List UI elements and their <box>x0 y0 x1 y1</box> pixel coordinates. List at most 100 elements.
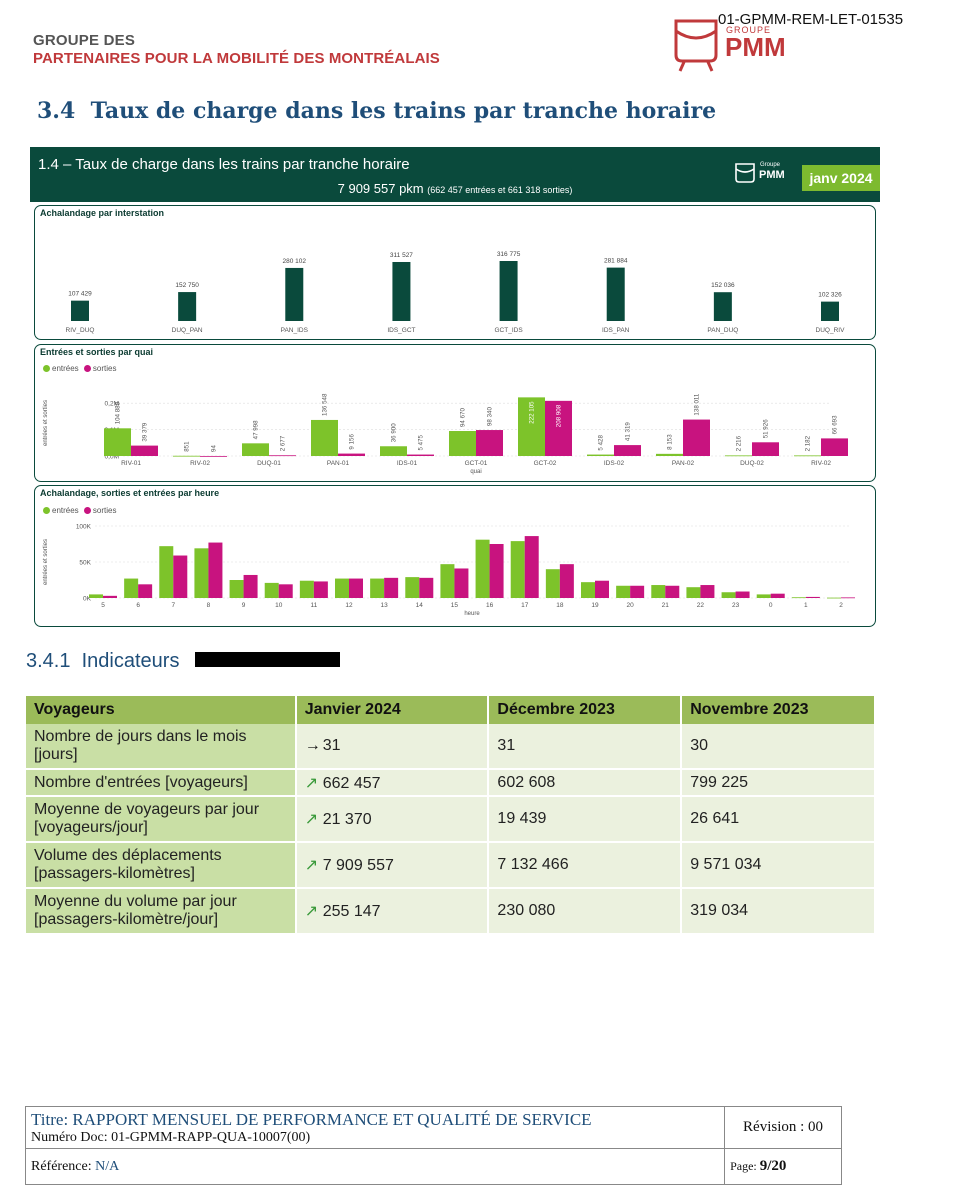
bar <box>173 455 200 457</box>
footer-doc-number: Numéro Doc: 01-GPMM-RAPP-QUA-10007(00) <box>31 1129 311 1145</box>
bar <box>827 597 841 599</box>
bar <box>489 544 504 598</box>
bar <box>89 594 103 598</box>
cell-nov: 9 571 034 <box>681 842 876 889</box>
bar <box>335 578 349 598</box>
cell-dec: 602 608 <box>488 769 683 797</box>
bar <box>499 261 518 321</box>
data-label: 2 216 <box>736 435 743 451</box>
x-tick-label: 5 <box>101 602 105 609</box>
data-label: 311 527 <box>390 252 413 259</box>
bar <box>559 564 574 598</box>
bar <box>71 300 89 321</box>
data-label: 98 340 <box>487 407 494 426</box>
cell-jan: ↗ 7 909 557 <box>295 842 490 889</box>
bar <box>614 445 641 456</box>
org-name-line1: GROUPE DES <box>33 32 136 49</box>
chart-panel-heure: Achalandage, sorties et entrées par heur… <box>34 485 876 627</box>
bar <box>752 442 779 456</box>
cell-nov: 30 <box>681 724 876 770</box>
pmm-logo: GROUPE PMM <box>668 15 798 73</box>
trend-up-icon: ↗ <box>304 811 319 828</box>
data-label: 8 153 <box>667 434 674 450</box>
legend-dot <box>43 507 50 514</box>
legend-label: sorties <box>92 506 117 515</box>
data-label: 152 036 <box>711 282 735 289</box>
tick-label: RIV_DUQ <box>66 327 95 334</box>
x-tick-label: RIV-02 <box>811 460 831 467</box>
bar <box>756 594 771 598</box>
trend-up-icon: ↗ <box>304 774 319 792</box>
table-row: Volume des déplacements [passagers-kilom… <box>26 842 876 889</box>
y-tick-label: 50K <box>79 560 91 567</box>
bar <box>104 428 131 456</box>
bar <box>208 542 223 598</box>
month-badge[interactable]: janv 2024 <box>802 165 880 191</box>
footer-row: Titre: RAPPORT MENSUEL DE PERFORMANCE ET… <box>24 1106 842 1149</box>
column-header: Janvier 2024 <box>295 696 490 724</box>
cell-jan: → 31 <box>295 724 490 770</box>
cell-dec: 31 <box>488 724 683 770</box>
trend-flat-icon: → <box>304 737 321 754</box>
bar <box>805 596 820 598</box>
x-tick-label: PAN-02 <box>672 460 695 467</box>
bar <box>794 455 821 457</box>
column-header: Décembre 2023 <box>488 696 683 724</box>
bar <box>454 568 469 598</box>
org-name-line2: PARTENAIRES POUR LA MOBILITÉ DES MONTRÉA… <box>33 50 440 67</box>
x-tick-label: 0 <box>769 602 773 609</box>
bar <box>313 581 328 598</box>
table-row: Nombre d'entrées [voyageurs] ↗ 662 457 60… <box>26 769 876 797</box>
data-label: 107 429 <box>68 291 92 298</box>
x-tick-label: 16 <box>486 602 494 609</box>
bar <box>545 400 572 456</box>
x-tick-label: 11 <box>310 602 317 609</box>
dashboard-logo-sub: Groupe <box>760 162 781 168</box>
row-label: Nombre de jours dans le mois [jours] <box>26 724 297 770</box>
x-tick-label: 10 <box>275 602 283 609</box>
data-label: 138 011 <box>694 393 701 415</box>
bar <box>131 445 158 456</box>
bar <box>587 454 614 456</box>
legend-label: sorties <box>92 364 117 373</box>
document-footer: Titre: RAPPORT MENSUEL DE PERFORMANCE ET… <box>24 1106 842 1185</box>
bar <box>370 578 385 598</box>
y-tick-label: 0,0M <box>105 454 119 461</box>
x-tick-label: 1 <box>804 602 808 609</box>
x-tick-label: GCT-01 <box>465 460 488 467</box>
bar <box>524 536 539 598</box>
data-label: 102 326 <box>818 292 842 299</box>
x-tick-label: 17 <box>521 602 529 609</box>
bar <box>770 593 785 598</box>
dashboard-logo: Groupe PMM <box>733 161 793 189</box>
x-tick-label: 6 <box>136 602 140 609</box>
section-heading: 3.4 Taux de charge dans les trains par t… <box>37 98 716 124</box>
bar <box>700 585 715 598</box>
footer-page: Page: 9/20 <box>724 1148 842 1185</box>
x-axis-label: heure <box>464 611 480 617</box>
data-label: 280 102 <box>283 258 307 265</box>
x-tick-label: IDS-02 <box>604 460 625 467</box>
bar <box>173 555 188 598</box>
subsection-heading: 3.4.1 Indicateurs <box>26 650 179 673</box>
trend-up-icon: ↗ <box>304 903 319 920</box>
bar <box>606 267 625 321</box>
x-tick-label: 2 <box>839 602 843 609</box>
bar <box>821 301 839 321</box>
bar <box>791 597 806 599</box>
chart-panel-quai: Entrées et sorties par quai entrées sort… <box>34 344 876 482</box>
chart-legend: entrées sorties <box>43 506 116 515</box>
bar <box>545 569 560 598</box>
bar <box>311 419 338 456</box>
tick-label: PAN_IDS <box>281 327 309 334</box>
bar <box>630 585 645 598</box>
x-axis-label: quai <box>470 469 481 475</box>
row-label: Moyenne du volume par jour [passagers-ki… <box>26 888 297 935</box>
y-tick-label: 0K <box>83 596 92 603</box>
bar <box>285 267 304 321</box>
cell-dec: 19 439 <box>488 796 683 843</box>
y-axis-label: entrées et sorties <box>43 400 49 446</box>
table-row: Moyenne du volume par jour [passagers-ki… <box>26 888 876 935</box>
bar <box>449 431 476 456</box>
